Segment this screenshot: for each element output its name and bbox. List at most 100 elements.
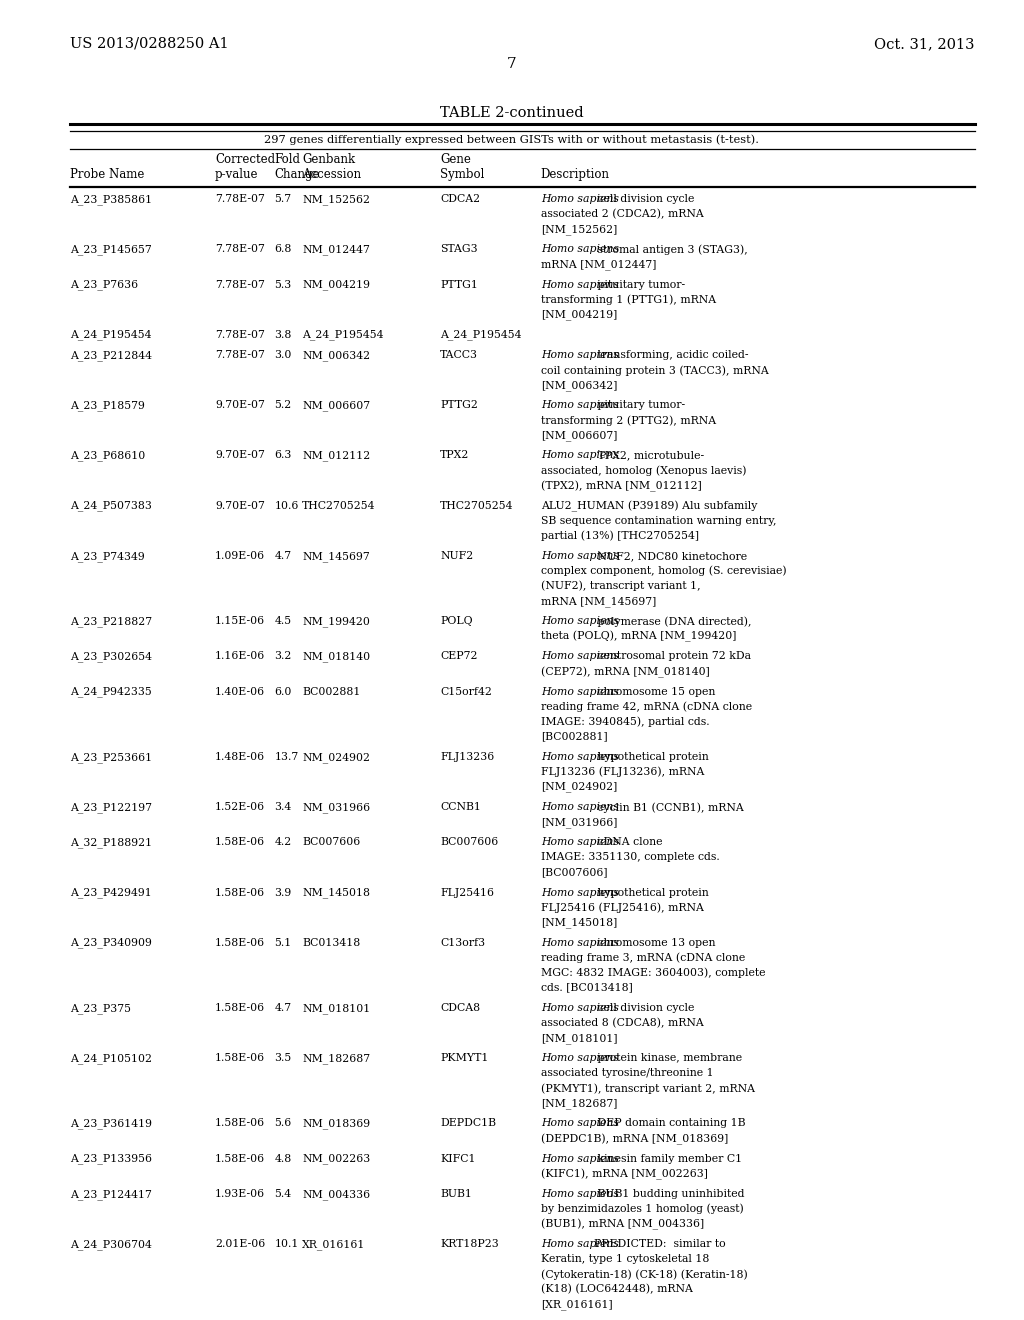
Text: A_23_P124417: A_23_P124417 [70, 1189, 152, 1200]
Text: NM_024902: NM_024902 [302, 752, 370, 763]
Text: Symbol: Symbol [440, 168, 484, 181]
Text: A_23_P375: A_23_P375 [70, 1003, 131, 1014]
Text: Homo sapiens: Homo sapiens [541, 450, 618, 461]
Text: 9.70E-07: 9.70E-07 [215, 400, 265, 411]
Text: A_23_P18579: A_23_P18579 [70, 400, 144, 411]
Text: NM_182687: NM_182687 [302, 1053, 371, 1064]
Text: Gene: Gene [440, 153, 471, 166]
Text: associated, homolog (Xenopus laevis): associated, homolog (Xenopus laevis) [541, 466, 746, 477]
Text: [NM_006342]: [NM_006342] [541, 380, 617, 391]
Text: pituitary tumor-: pituitary tumor- [594, 280, 685, 289]
Text: THC2705254: THC2705254 [302, 500, 376, 511]
Text: A_32_P188921: A_32_P188921 [70, 837, 152, 847]
Text: complex component, homolog (S. cerevisiae): complex component, homolog (S. cerevisia… [541, 566, 786, 577]
Text: A_23_P218827: A_23_P218827 [70, 616, 152, 627]
Text: NM_006607: NM_006607 [302, 400, 371, 411]
Text: 5.4: 5.4 [274, 1189, 292, 1199]
Text: FLJ25416: FLJ25416 [440, 887, 495, 898]
Text: 10.6: 10.6 [274, 500, 299, 511]
Text: kinesin family member C1: kinesin family member C1 [594, 1154, 742, 1164]
Text: DEPDC1B: DEPDC1B [440, 1118, 497, 1129]
Text: BUB1: BUB1 [440, 1189, 472, 1199]
Text: NM_004336: NM_004336 [302, 1189, 371, 1200]
Text: Homo sapiens: Homo sapiens [541, 686, 618, 697]
Text: Change: Change [274, 168, 319, 181]
Text: [NM_145018]: [NM_145018] [541, 917, 616, 928]
Text: associated 2 (CDCA2), mRNA: associated 2 (CDCA2), mRNA [541, 209, 703, 219]
Text: 7.78E-07: 7.78E-07 [215, 244, 265, 255]
Text: 1.48E-06: 1.48E-06 [215, 752, 265, 762]
Text: A_23_P7636: A_23_P7636 [70, 280, 138, 290]
Text: A_24_P306704: A_24_P306704 [70, 1239, 152, 1250]
Text: mRNA [NM_012447]: mRNA [NM_012447] [541, 259, 656, 271]
Text: 5.1: 5.1 [274, 937, 292, 948]
Text: KIFC1: KIFC1 [440, 1154, 476, 1164]
Text: cds. [BC013418]: cds. [BC013418] [541, 982, 633, 993]
Text: protein kinase, membrane: protein kinase, membrane [594, 1053, 742, 1063]
Text: 5.7: 5.7 [274, 194, 292, 205]
Text: KRT18P23: KRT18P23 [440, 1239, 499, 1249]
Text: A_23_P145657: A_23_P145657 [70, 244, 152, 255]
Text: [BC007606]: [BC007606] [541, 867, 607, 878]
Text: stromal antigen 3 (STAG3),: stromal antigen 3 (STAG3), [594, 244, 748, 255]
Text: (CEP72), mRNA [NM_018140]: (CEP72), mRNA [NM_018140] [541, 667, 710, 677]
Text: Homo sapiens: Homo sapiens [541, 350, 618, 360]
Text: 1.58E-06: 1.58E-06 [215, 1003, 265, 1012]
Text: (BUB1), mRNA [NM_004336]: (BUB1), mRNA [NM_004336] [541, 1218, 703, 1230]
Text: MGC: 4832 IMAGE: 3604003), complete: MGC: 4832 IMAGE: 3604003), complete [541, 968, 765, 978]
Text: 297 genes differentially expressed between GISTs with or without metastasis (t-t: 297 genes differentially expressed betwe… [264, 135, 760, 145]
Text: 3.5: 3.5 [274, 1053, 292, 1063]
Text: BC007606: BC007606 [302, 837, 360, 847]
Text: TACC3: TACC3 [440, 350, 478, 360]
Text: 1.58E-06: 1.58E-06 [215, 1154, 265, 1164]
Text: BC007606: BC007606 [440, 837, 499, 847]
Text: Homo sapiens: Homo sapiens [541, 244, 618, 255]
Text: 5.2: 5.2 [274, 400, 292, 411]
Text: Homo sapiens: Homo sapiens [541, 1154, 618, 1164]
Text: FLJ13236: FLJ13236 [440, 752, 495, 762]
Text: (NUF2), transcript variant 1,: (NUF2), transcript variant 1, [541, 581, 700, 591]
Text: Homo sapiens: Homo sapiens [541, 616, 618, 626]
Text: 3.4: 3.4 [274, 803, 292, 812]
Text: 3.2: 3.2 [274, 651, 292, 661]
Text: polymerase (DNA directed),: polymerase (DNA directed), [594, 616, 752, 627]
Text: THC2705254: THC2705254 [440, 500, 514, 511]
Text: NM_018140: NM_018140 [302, 651, 371, 663]
Text: A_23_P385861: A_23_P385861 [70, 194, 152, 205]
Text: A_24_P195454: A_24_P195454 [302, 330, 384, 341]
Text: hypothetical protein: hypothetical protein [594, 887, 709, 898]
Text: IMAGE: 3351130, complete cds.: IMAGE: 3351130, complete cds. [541, 853, 720, 862]
Text: 1.58E-06: 1.58E-06 [215, 937, 265, 948]
Text: Homo sapiens: Homo sapiens [541, 803, 618, 812]
Text: 13.7: 13.7 [274, 752, 299, 762]
Text: IMAGE: 3940845), partial cds.: IMAGE: 3940845), partial cds. [541, 717, 710, 727]
Text: Description: Description [541, 168, 609, 181]
Text: chromosome 13 open: chromosome 13 open [594, 937, 716, 948]
Text: 1.52E-06: 1.52E-06 [215, 803, 265, 812]
Text: CEP72: CEP72 [440, 651, 478, 661]
Text: 10.1: 10.1 [274, 1239, 299, 1249]
Text: NUF2: NUF2 [440, 550, 473, 561]
Text: Homo sapiens: Homo sapiens [541, 1003, 618, 1012]
Text: hypothetical protein: hypothetical protein [594, 752, 709, 762]
Text: NM_004219: NM_004219 [302, 280, 370, 290]
Text: Homo sapiens: Homo sapiens [541, 400, 618, 411]
Text: NM_199420: NM_199420 [302, 616, 370, 627]
Text: associated tyrosine/threonine 1: associated tyrosine/threonine 1 [541, 1068, 714, 1078]
Text: A_24_P105102: A_24_P105102 [70, 1053, 152, 1064]
Text: 4.7: 4.7 [274, 1003, 292, 1012]
Text: Fold: Fold [274, 153, 300, 166]
Text: TPX2, microtubule-: TPX2, microtubule- [594, 450, 705, 461]
Text: NM_018101: NM_018101 [302, 1003, 371, 1014]
Text: NM_006342: NM_006342 [302, 350, 371, 360]
Text: ALU2_HUMAN (P39189) Alu subfamily: ALU2_HUMAN (P39189) Alu subfamily [541, 500, 757, 512]
Text: [NM_004219]: [NM_004219] [541, 309, 616, 321]
Text: coil containing protein 3 (TACC3), mRNA: coil containing protein 3 (TACC3), mRNA [541, 366, 768, 376]
Text: Homo sapiens: Homo sapiens [541, 1118, 618, 1129]
Text: 1.58E-06: 1.58E-06 [215, 1118, 265, 1129]
Text: 1.09E-06: 1.09E-06 [215, 550, 265, 561]
Text: PKMYT1: PKMYT1 [440, 1053, 488, 1063]
Text: CDCA2: CDCA2 [440, 194, 480, 205]
Text: Homo sapiens: Homo sapiens [541, 651, 618, 661]
Text: NUF2, NDC80 kinetochore: NUF2, NDC80 kinetochore [594, 550, 748, 561]
